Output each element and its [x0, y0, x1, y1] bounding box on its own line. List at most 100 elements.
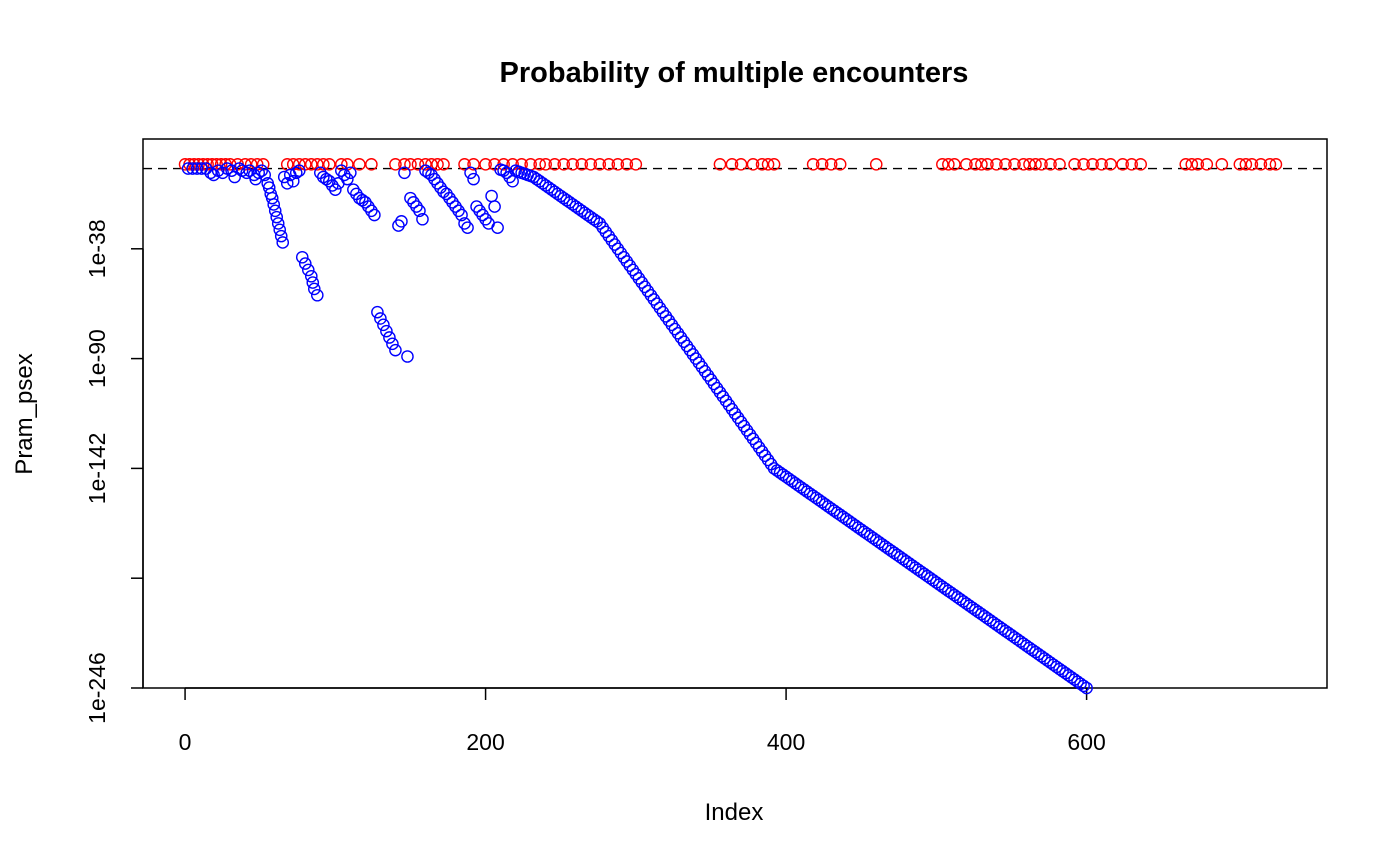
data-point-red — [304, 158, 318, 171]
data-point-red — [1125, 158, 1138, 171]
x-tick-label: 400 — [767, 729, 805, 755]
data-point-blue — [298, 257, 312, 270]
data-point-red — [365, 158, 378, 171]
data-point-red — [292, 158, 306, 171]
data-point-red — [566, 158, 580, 171]
data-point-red — [575, 158, 589, 171]
data-point-blue — [341, 172, 354, 186]
x-tick-label: 0 — [179, 729, 192, 755]
data-point-blue — [386, 337, 399, 351]
y-tick-label: 1e-142 — [84, 433, 110, 505]
data-point-blue — [395, 215, 408, 228]
data-point-blue — [310, 288, 324, 302]
data-point-red — [310, 158, 324, 171]
data-point-blue — [398, 166, 411, 180]
data-point-blue — [306, 276, 320, 289]
data-point-blue — [268, 204, 282, 218]
data-point-blue — [273, 223, 287, 237]
data-point-blue — [228, 170, 241, 184]
data-point-red — [975, 158, 988, 171]
data-point-red — [533, 158, 546, 171]
data-point-blue — [1080, 681, 1093, 695]
data-point-blue — [204, 166, 217, 180]
data-point-red — [404, 158, 417, 171]
data-point-red — [437, 158, 450, 171]
data-point-red — [1053, 158, 1066, 171]
data-point-blue — [389, 343, 402, 357]
x-axis: 0 200 400 600 — [179, 687, 1106, 755]
data-point-red — [629, 158, 643, 171]
data-point-blue — [243, 164, 256, 177]
data-point-blue — [292, 164, 306, 177]
data-point-blue — [276, 236, 290, 249]
data-point-red — [981, 158, 994, 171]
x-axis-label: Index — [705, 799, 764, 826]
data-point-red — [620, 158, 634, 171]
chart-title: Probability of multiple encounters — [500, 57, 969, 89]
data-point-red — [419, 158, 432, 171]
data-point-blue — [464, 166, 477, 180]
data-point-red — [1044, 158, 1057, 171]
data-point-red — [734, 158, 748, 171]
y-tick-label: 1e-246 — [84, 652, 110, 724]
data-point-red — [960, 158, 973, 171]
data-point-blue — [401, 350, 414, 363]
y-tick-label: 1e-38 — [84, 219, 110, 278]
data-point-red — [1185, 158, 1199, 171]
data-point-red — [1215, 158, 1229, 171]
data-point-blue — [280, 177, 294, 190]
data-point-red — [1068, 158, 1081, 171]
data-point-blue — [377, 318, 390, 332]
data-points — [178, 158, 1283, 695]
data-point-blue — [380, 324, 393, 338]
data-point-red — [1035, 158, 1048, 171]
data-point-red — [593, 158, 607, 171]
data-point-red — [584, 158, 598, 171]
data-point-red — [833, 158, 847, 171]
x-tick-label: 200 — [466, 729, 504, 755]
data-point-red — [479, 158, 492, 171]
data-point-red — [1029, 158, 1042, 171]
data-point-blue — [416, 212, 429, 226]
data-point-red — [1233, 158, 1247, 171]
data-point-red — [806, 158, 820, 171]
data-point-blue — [207, 168, 220, 182]
data-point-red — [557, 158, 571, 171]
data-point-red — [1008, 158, 1021, 171]
data-point-red — [1017, 158, 1030, 171]
data-point-red — [1200, 158, 1214, 171]
data-point-blue — [286, 174, 300, 188]
data-point-blue — [270, 210, 284, 224]
data-point-red — [1023, 158, 1036, 171]
data-point-blue — [461, 221, 474, 234]
data-point-red — [467, 158, 480, 171]
data-point-red — [431, 158, 444, 171]
data-point-red — [317, 158, 330, 171]
data-point-blue — [216, 166, 229, 180]
data-point-blue — [181, 162, 195, 175]
data-point-red — [761, 158, 775, 171]
data-point-red — [713, 158, 727, 171]
data-point-blue — [374, 312, 387, 325]
data-point-blue — [186, 162, 199, 175]
data-point-blue — [1077, 679, 1090, 693]
data-point-red — [746, 158, 760, 171]
data-point-red — [389, 158, 402, 171]
data-point-blue — [307, 282, 321, 296]
data-point-red — [1134, 158, 1147, 171]
data-point-blue — [304, 269, 318, 283]
y-axis: 1e-246 1e-142 1e-90 1e-38 — [84, 219, 144, 724]
data-point-blue — [371, 305, 384, 319]
data-point-red — [936, 158, 949, 171]
data-point-red — [1191, 158, 1205, 171]
data-point-red — [1104, 158, 1117, 171]
data-point-red — [539, 158, 552, 171]
data-point-red — [948, 158, 961, 171]
data-point-red — [755, 158, 769, 171]
data-point-red — [1086, 158, 1099, 171]
y-axis-label: Pram_psex — [11, 353, 38, 474]
data-point-blue — [258, 168, 272, 182]
data-point-red — [824, 158, 838, 171]
data-point-red — [1269, 158, 1283, 171]
data-point-red — [1245, 158, 1259, 171]
